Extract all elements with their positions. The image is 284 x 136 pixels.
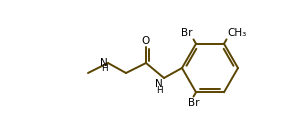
Text: O: O: [142, 36, 150, 46]
Text: N: N: [155, 79, 163, 89]
Text: Br: Br: [188, 98, 199, 108]
Text: N: N: [100, 58, 108, 68]
Text: H: H: [101, 64, 108, 73]
Text: CH₃: CH₃: [227, 28, 247, 38]
Text: H: H: [156, 86, 163, 95]
Text: Br: Br: [181, 28, 193, 38]
